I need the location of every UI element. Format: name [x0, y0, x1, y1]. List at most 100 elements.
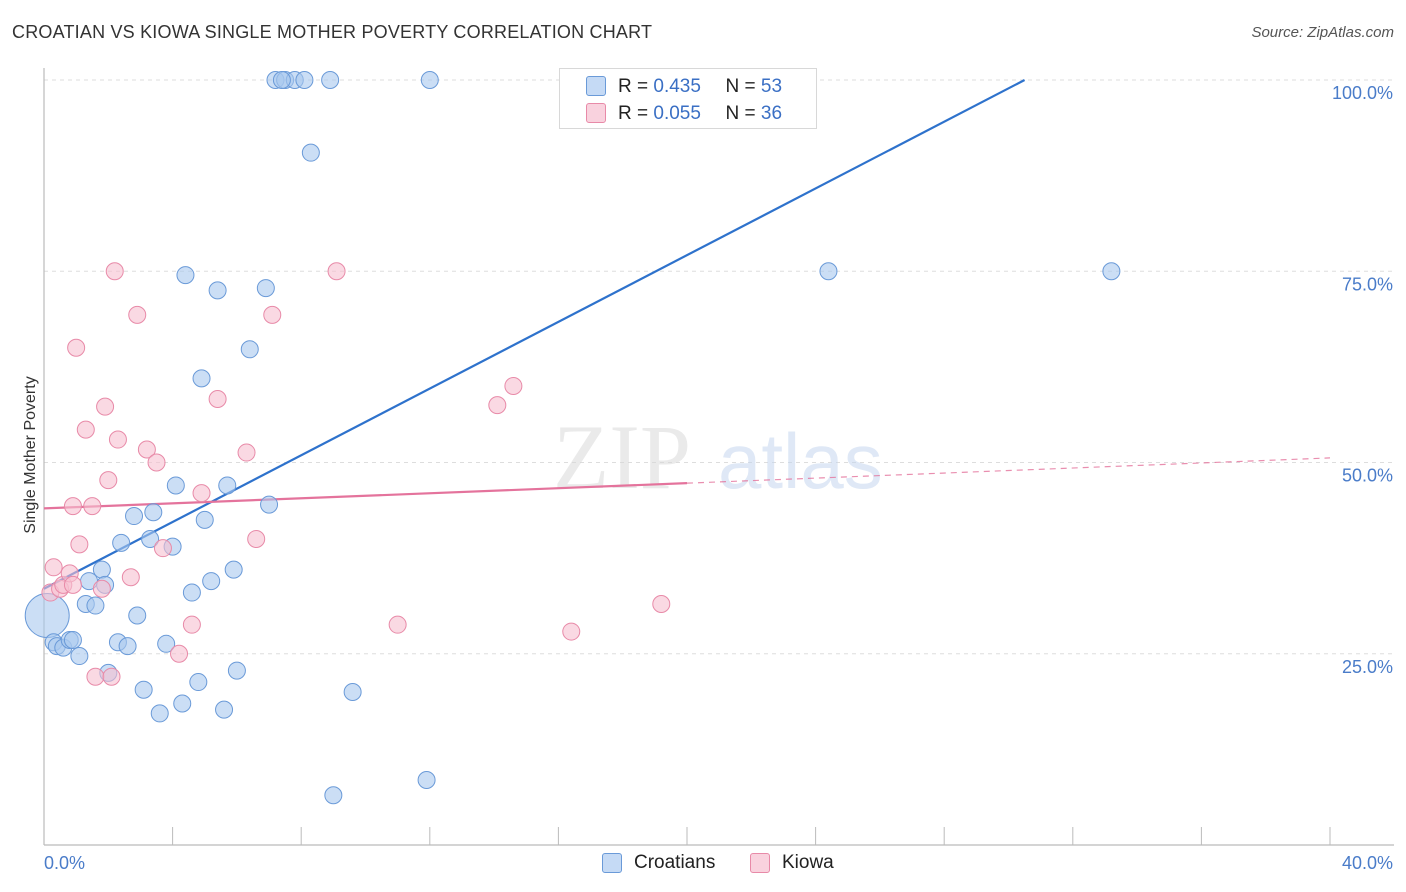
croatians-point: [202, 572, 221, 591]
kiowa-point: [63, 575, 82, 594]
watermark-atlas: atlas: [718, 417, 883, 505]
kiowa-point: [170, 644, 189, 663]
croatians-point: [417, 770, 436, 789]
kiowa-point: [105, 262, 124, 281]
kiowa-point: [263, 305, 282, 324]
kiowa-point: [388, 615, 407, 634]
tick-labels: 25.0% 50.0% 75.0% 100.0% 0.0% 40.0%: [44, 83, 1393, 873]
kiowa-point: [182, 615, 201, 634]
croatians-point: [343, 683, 362, 701]
croatians-point: [218, 476, 237, 495]
x-tick-label: 40.0%: [1342, 853, 1393, 873]
croatians-n-value: 53: [760, 76, 783, 97]
croatians-point: [157, 634, 176, 653]
kiowa-point: [652, 595, 671, 614]
croatians-point: [128, 606, 147, 625]
kiowa-swatch: [586, 103, 606, 123]
axes: [43, 68, 1394, 846]
croatians-point: [819, 262, 838, 281]
croatians-point: [195, 510, 214, 529]
croatians-point: [324, 786, 343, 805]
croatians-point: [295, 71, 314, 89]
croatians-point: [182, 583, 201, 602]
croatians-point: [125, 507, 144, 526]
croatians-point: [63, 630, 82, 649]
croatians-point: [215, 700, 234, 719]
croatians-n-label: N =: [725, 76, 756, 97]
kiowa-point: [128, 305, 147, 324]
trend-lines: [43, 79, 1331, 590]
watermark-zip: ZIP: [553, 406, 691, 508]
croatians-point: [118, 637, 137, 656]
croatians-point: [134, 680, 153, 699]
kiowa-point: [67, 338, 86, 357]
kiowa-point: [121, 568, 140, 587]
legend-kiowa-swatch: [750, 853, 770, 873]
watermark: ZIP atlas: [553, 406, 883, 508]
croatians-point: [321, 71, 340, 89]
croatians-swatch: [586, 76, 606, 96]
kiowa-point: [192, 484, 211, 503]
kiowa-point: [208, 390, 227, 409]
croatians-point: [1102, 262, 1121, 281]
kiowa-point: [96, 397, 115, 416]
kiowa-point: [488, 396, 507, 415]
legend-kiowa-label: Kiowa: [782, 852, 834, 873]
croatians-point: [192, 369, 211, 388]
y-tick-label: 25.0%: [1342, 657, 1393, 677]
y-axis-label: Single Mother Poverty: [22, 376, 39, 533]
croatians-point: [256, 279, 275, 298]
kiowa-point: [562, 622, 581, 641]
croatians-point: [92, 560, 111, 579]
croatians-point: [144, 503, 163, 522]
source-credit: Source: ZipAtlas.com: [1251, 24, 1394, 41]
kiowa-point: [237, 443, 256, 462]
croatians-point: [150, 704, 169, 723]
kiowa-point: [102, 667, 121, 686]
x-tick-label: 0.0%: [44, 853, 85, 873]
croatians-point: [301, 143, 320, 162]
kiowa-point: [247, 530, 266, 548]
croatians-point: [166, 476, 185, 495]
legend-croatians-label: Croatians: [634, 852, 716, 873]
kiowa-point: [99, 471, 118, 490]
kiowa-r-label: R =: [618, 103, 649, 124]
kiowa-point: [86, 667, 105, 686]
croatians-point: [227, 661, 246, 680]
croatians-point: [112, 533, 131, 552]
kiowa-point: [504, 377, 523, 395]
chart-legend: Croatians Kiowa: [0, 851, 1406, 877]
kiowa-n-label: N =: [725, 103, 756, 124]
croatians-point: [70, 647, 89, 666]
croatians-point: [260, 495, 279, 514]
kiowa-point: [63, 497, 82, 516]
kiowa-point: [137, 440, 156, 459]
chart-title: CROATIAN VS KIOWA SINGLE MOTHER POVERTY …: [12, 22, 653, 42]
croatians-point: [173, 694, 192, 713]
y-tick-label: 100.0%: [1332, 83, 1393, 103]
croatians-r-value: 0.435: [653, 76, 701, 97]
grid-lines: [44, 79, 1394, 655]
kiowa-point: [44, 558, 63, 577]
croatians-r-label: R =: [618, 76, 649, 97]
kiowa-n-value: 36: [760, 103, 783, 124]
kiowa-point: [70, 535, 89, 554]
croatians-point: [272, 71, 291, 89]
kiowa-trendline-extension: [686, 457, 1331, 484]
croatians-point: [86, 596, 105, 615]
croatians-point: [141, 530, 160, 548]
kiowa-point: [153, 539, 172, 558]
stats-legend-box: R = 0.435 N = 53 R = 0.055 N = 36: [559, 68, 817, 129]
croatians-point: [176, 266, 195, 285]
croatians-point: [224, 560, 243, 579]
series-kiowa: [41, 262, 671, 686]
croatians-point: [240, 340, 259, 359]
y-tick-label: 50.0%: [1342, 466, 1393, 486]
kiowa-r-value: 0.055: [653, 103, 701, 124]
kiowa-point: [83, 497, 102, 516]
croatians-trendline: [43, 79, 1026, 590]
kiowa-point: [108, 430, 127, 449]
kiowa-point: [76, 420, 95, 439]
y-tick-label: 75.0%: [1342, 274, 1393, 294]
kiowa-point: [92, 579, 111, 598]
